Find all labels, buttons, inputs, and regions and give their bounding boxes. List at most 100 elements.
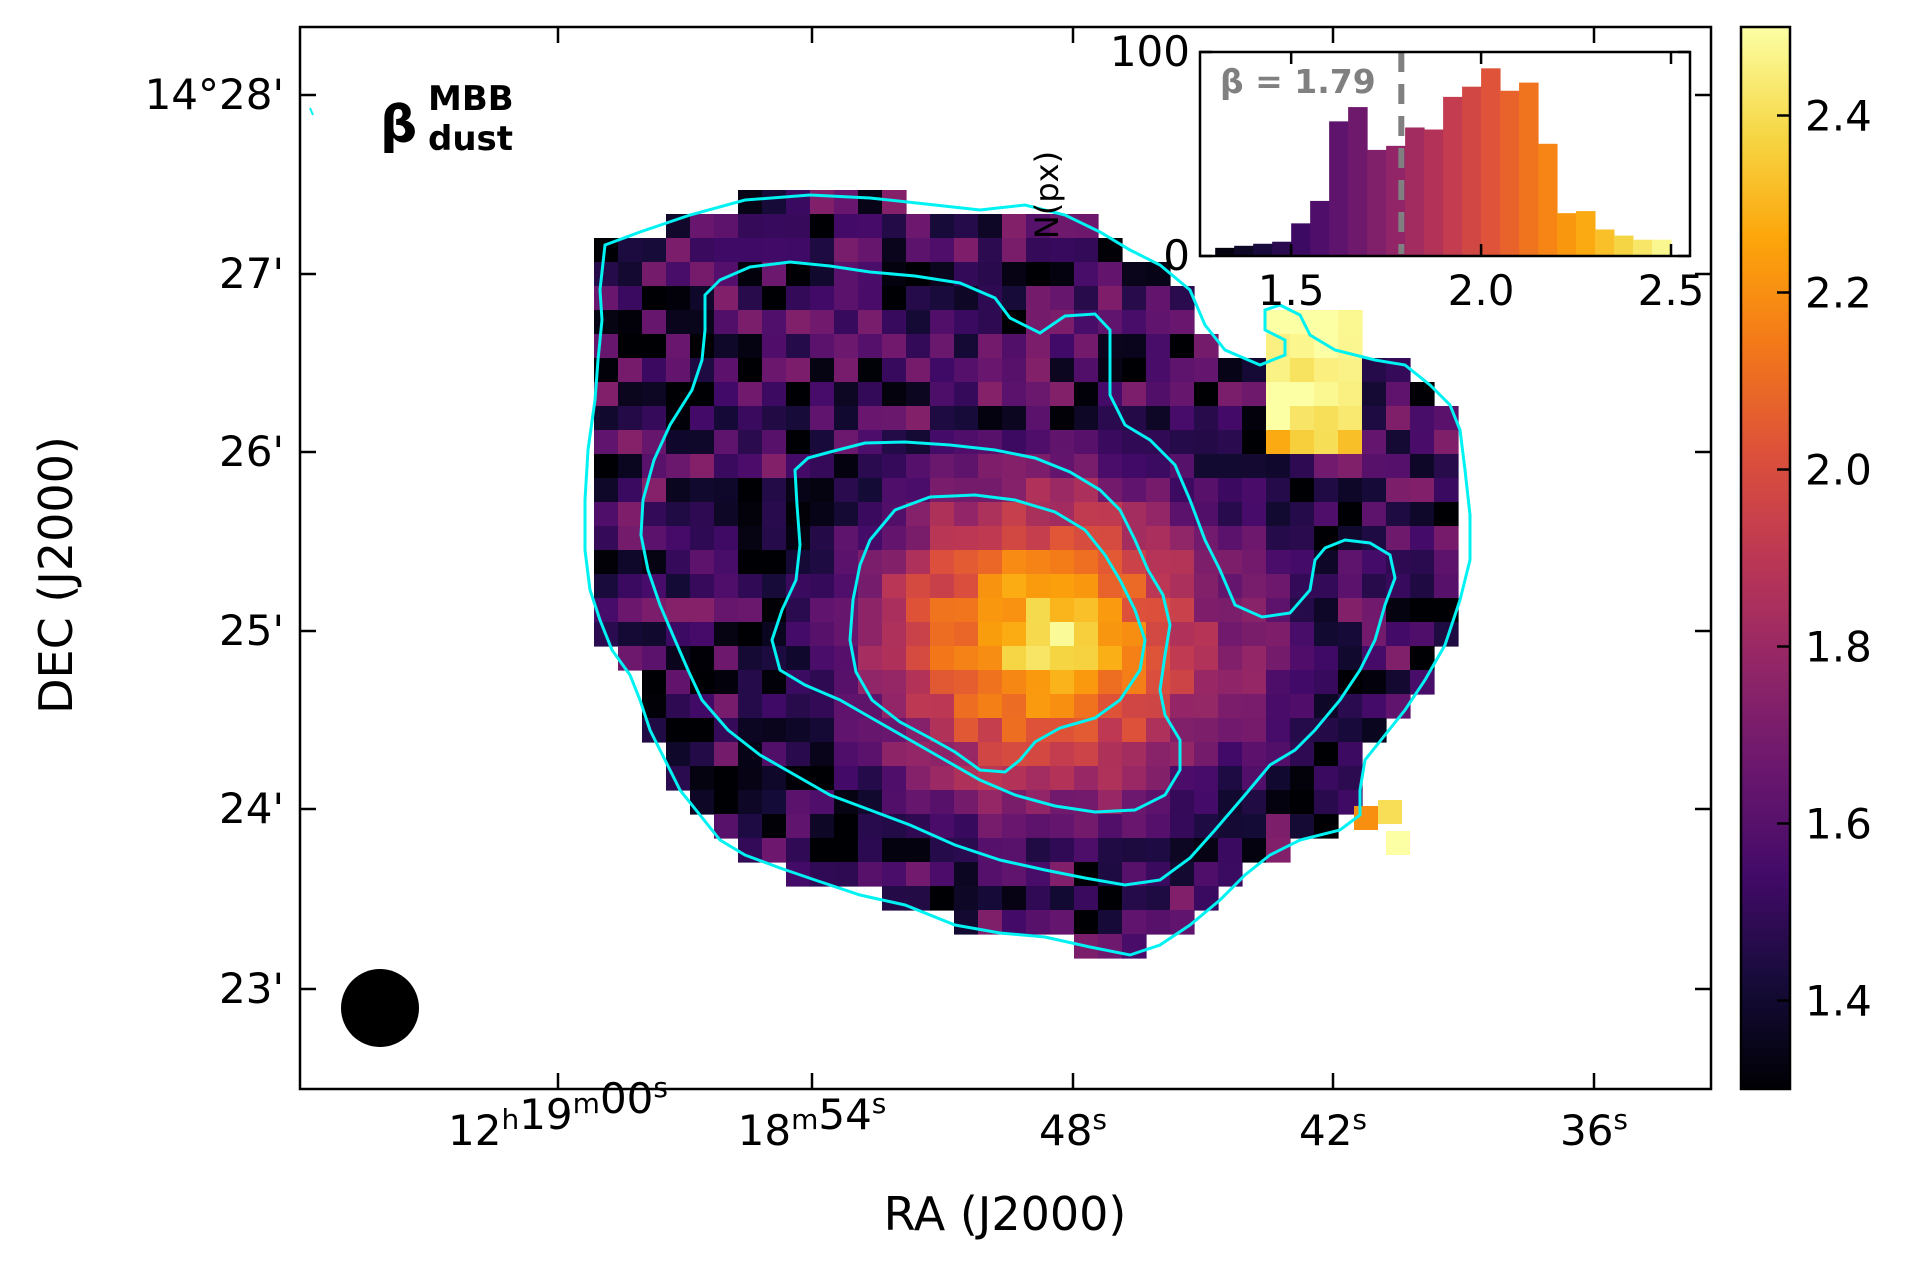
map-pixel <box>1194 886 1219 911</box>
map-pixel <box>714 430 739 455</box>
map-pixel <box>618 622 643 647</box>
map-pixel <box>1170 862 1195 887</box>
map-pixel <box>1386 670 1411 695</box>
map-pixel <box>978 862 1003 887</box>
map-pixel <box>1194 790 1219 815</box>
map-pixel <box>1362 454 1387 479</box>
map-pixel <box>762 406 787 431</box>
map-pixel <box>1338 718 1363 743</box>
map-pixel <box>690 550 715 575</box>
map-pixel <box>1026 430 1051 455</box>
map-pixel <box>786 310 811 335</box>
map-pixel <box>1002 406 1027 431</box>
contour-second <box>639 260 1397 887</box>
map-pixel <box>810 358 835 383</box>
map-pixel <box>1146 742 1171 767</box>
histogram-bars <box>1215 68 1672 257</box>
map-pixel <box>906 694 931 719</box>
map-pixel <box>1146 814 1171 839</box>
map-pixel <box>690 598 715 623</box>
map-pixel <box>738 334 763 359</box>
map-pixel <box>1170 742 1195 767</box>
map-pixel <box>1338 406 1363 431</box>
contour-outer <box>583 193 1472 957</box>
map-pixel <box>1074 670 1099 695</box>
map-pixel <box>1386 406 1411 431</box>
map-pixel <box>834 406 859 431</box>
map-pixel <box>1362 382 1387 407</box>
map-pixel <box>1146 358 1171 383</box>
map-pixel <box>1338 358 1363 383</box>
colorbar-tick-label: 2.0 <box>1805 446 1872 495</box>
map-pixel <box>954 886 979 911</box>
map-pixel <box>930 430 955 455</box>
map-pixel <box>1290 358 1315 383</box>
map-pixel <box>1290 454 1315 479</box>
map-pixel <box>1146 550 1171 575</box>
map-pixel <box>810 646 835 671</box>
map-pixel <box>1314 766 1339 791</box>
map-pixel <box>906 766 931 791</box>
map-pixel <box>858 862 883 887</box>
map-pixel <box>906 310 931 335</box>
map-pixel <box>1002 886 1027 911</box>
map-pixel <box>762 766 787 791</box>
map-pixel <box>882 646 907 671</box>
map-pixel <box>1098 430 1123 455</box>
map-pixel <box>1170 790 1195 815</box>
map-pixel <box>810 718 835 743</box>
map-pixel <box>1194 718 1219 743</box>
map-pixel <box>1122 334 1147 359</box>
map-pixel <box>810 406 835 431</box>
colorbar-fill <box>1741 27 1790 1089</box>
map-pixel <box>738 478 763 503</box>
map-pixel <box>738 574 763 599</box>
map-pixel <box>1074 502 1099 527</box>
map-pixel <box>882 406 907 431</box>
map-pixel <box>1338 742 1363 767</box>
map-pixel <box>1098 286 1123 311</box>
map-pixel <box>1122 886 1147 911</box>
map-pixel <box>618 310 643 335</box>
map-pixel <box>786 238 811 263</box>
map-pixel <box>786 622 811 647</box>
map-pixel <box>1218 766 1243 791</box>
map-pixel <box>738 550 763 575</box>
map-pixel <box>1218 406 1243 431</box>
map-pixel <box>1314 550 1339 575</box>
map-pixel <box>738 382 763 407</box>
map-pixel <box>954 694 979 719</box>
map-pixel <box>1050 814 1075 839</box>
map-pixel <box>1122 262 1147 287</box>
map-pixel <box>1314 574 1339 599</box>
map-pixel <box>906 598 931 623</box>
map-pixel <box>1434 550 1459 575</box>
map-pixel <box>834 838 859 863</box>
map-pixel <box>762 502 787 527</box>
y-tick-label: 23' <box>219 964 284 1013</box>
map-pixel <box>1146 310 1171 335</box>
map-pixel <box>738 670 763 695</box>
map-pixel <box>786 334 811 359</box>
map-pixel <box>1002 358 1027 383</box>
map-pixel <box>1242 742 1267 767</box>
map-pixel <box>1170 382 1195 407</box>
map-pixel <box>1170 358 1195 383</box>
inset-frame <box>1198 50 1692 258</box>
map-pixel <box>1050 286 1075 311</box>
map-pixel <box>594 382 619 407</box>
map-pixel <box>1434 430 1459 455</box>
map-pixel <box>1434 454 1459 479</box>
map-pixel <box>1026 742 1051 767</box>
map-pixel <box>762 190 787 215</box>
histogram-bar <box>1500 90 1520 256</box>
map-pixel <box>1218 358 1243 383</box>
map-pixel <box>1098 622 1123 647</box>
map-pixel <box>1362 430 1387 455</box>
map-pixel <box>1002 454 1027 479</box>
map-pixel <box>1170 406 1195 431</box>
map-pixel <box>858 190 883 215</box>
map-pixel <box>930 382 955 407</box>
histogram-bar <box>1595 229 1615 256</box>
